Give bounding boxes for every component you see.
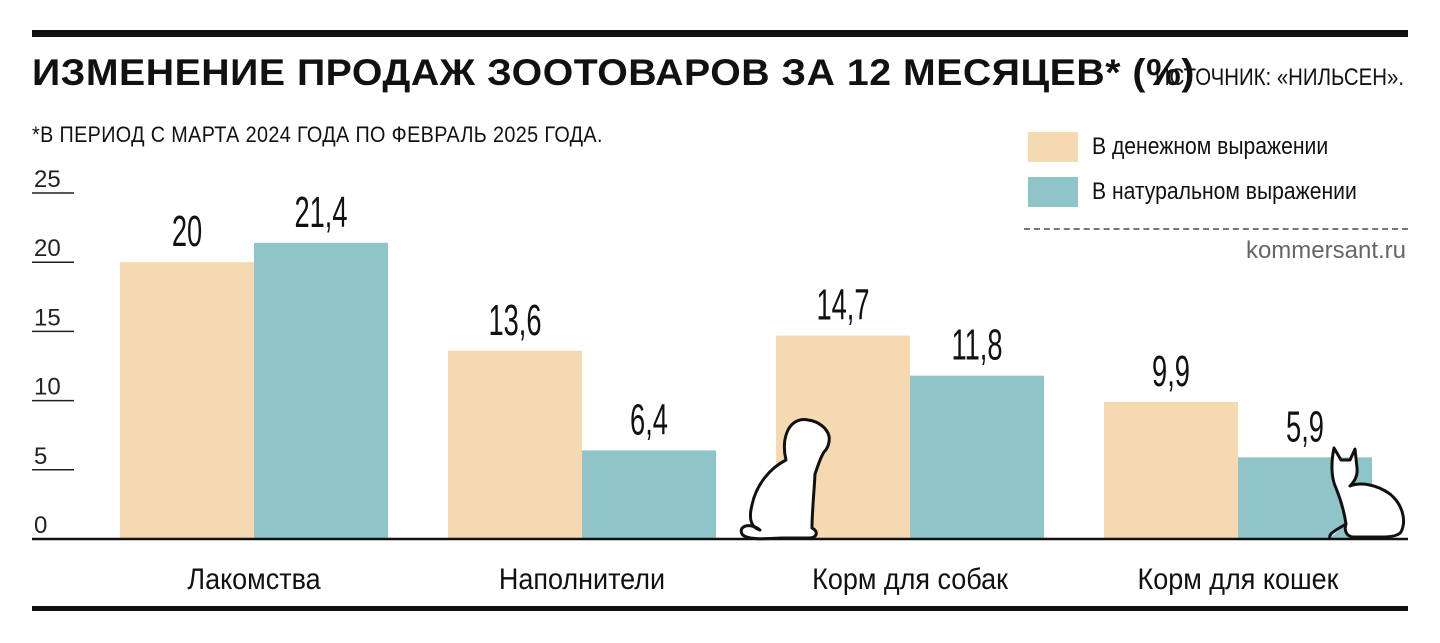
legend-divider: [1024, 228, 1408, 230]
chart-title: ИЗМЕНЕНИЕ ПРОДАЖ ЗООТОВАРОВ ЗА 12 МЕСЯЦЕ…: [32, 52, 1196, 93]
legend-item-money: В денежном выражении: [1028, 131, 1393, 163]
data-label: 14,7: [816, 280, 869, 329]
bar-money-1: [120, 262, 254, 539]
y-tick-label: 25: [34, 166, 61, 193]
category-label: Корм для собак: [812, 563, 1008, 597]
bar-money-2: [448, 350, 582, 539]
category-label: Наполнители: [499, 563, 665, 597]
bar-money-4: [1104, 401, 1238, 539]
legend: В денежном выражении В натуральном выраж…: [1028, 131, 1393, 221]
data-label: 9,9: [1152, 346, 1190, 395]
credit: kommersant.ru: [1245, 237, 1406, 264]
bar-natural-3: [910, 375, 1044, 539]
data-label: 13,6: [488, 295, 541, 344]
legend-label-money: В денежном выражении: [1092, 133, 1329, 160]
footnote: *В ПЕРИОД С МАРТА 2024 ГОДА ПО ФЕВРАЛЬ 2…: [32, 122, 603, 147]
y-tick-label: 10: [34, 374, 61, 401]
y-tick-label: 0: [34, 512, 47, 539]
cat-icon: [1328, 446, 1405, 539]
legend-swatch-natural: [1028, 177, 1078, 207]
y-tick-label: 15: [34, 304, 61, 331]
bottom-rule: [32, 606, 1408, 611]
category-label: Лакомства: [187, 563, 320, 597]
data-label: 11,8: [951, 320, 1002, 369]
legend-swatch-money: [1028, 132, 1078, 162]
top-rule: [32, 30, 1408, 37]
y-tick-label: 20: [34, 235, 61, 262]
data-label: 20: [172, 207, 202, 256]
source-note: ИСТОЧНИК: «НИЛЬСЕН».: [1154, 64, 1404, 91]
bar-natural-2: [582, 450, 716, 539]
data-label: 6,4: [630, 395, 668, 444]
category-label: Корм для кошек: [1138, 563, 1339, 597]
bar-natural-1: [254, 242, 388, 539]
legend-item-natural: В натуральном выражении: [1028, 176, 1393, 208]
data-label: 21,4: [294, 187, 347, 236]
dog-icon: [739, 418, 831, 541]
y-tick-label: 5: [34, 443, 47, 470]
legend-label-natural: В натуральном выражении: [1092, 178, 1357, 205]
data-label: 5,9: [1286, 402, 1324, 451]
